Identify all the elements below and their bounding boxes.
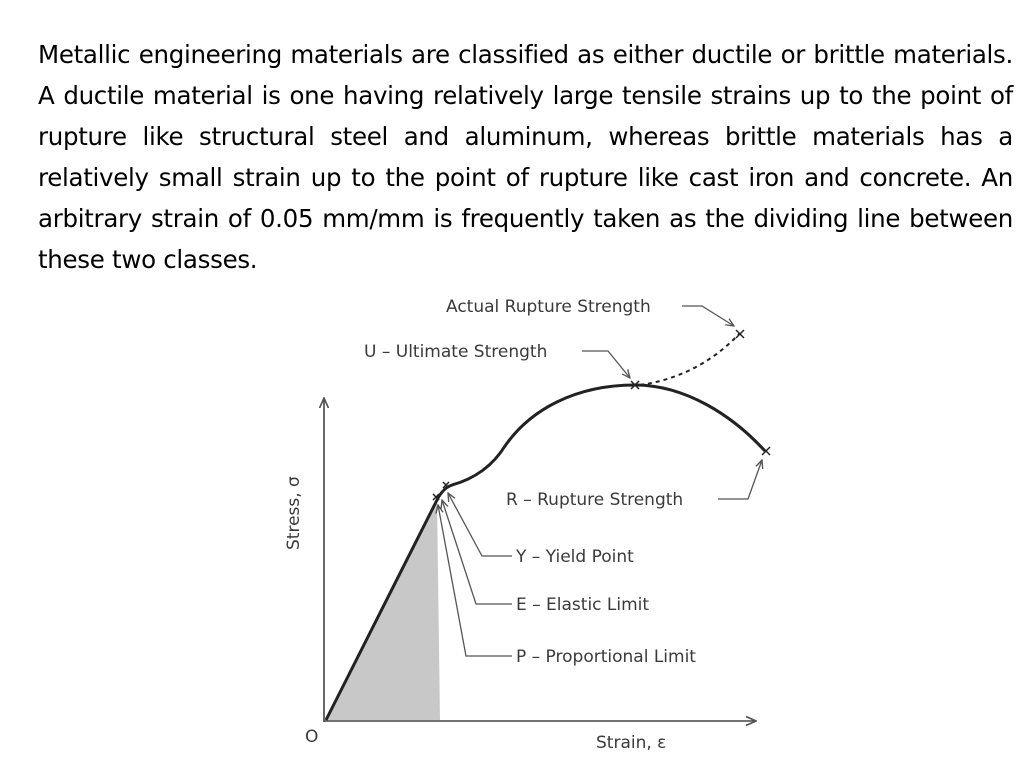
marker-r [761, 446, 771, 456]
intro-paragraph: Metallic engineering materials are class… [38, 40, 1013, 274]
point-markers [432, 329, 771, 501]
label-rupture: R – Rupture Strength [506, 490, 683, 510]
actual-rupture-curve [639, 332, 741, 386]
leader-actual-rupture [682, 305, 734, 326]
leader-ultimate [582, 350, 630, 378]
label-yield: Y – Yield Point [515, 547, 634, 567]
marker-u [630, 380, 640, 390]
label-proportional: P – Proportional Limit [516, 647, 696, 667]
stress-strain-curve [324, 383, 767, 721]
y-axis-label: Stress, σ [284, 476, 304, 550]
marker-y [442, 481, 450, 489]
x-axis-label: Strain, ε [596, 733, 666, 753]
origin-label: O [305, 727, 318, 747]
leader-elastic [442, 500, 512, 605]
leader-rupture [718, 460, 762, 500]
leader-proportional [438, 505, 512, 657]
label-elastic: E – Elastic Limit [516, 595, 649, 615]
leader-yield [448, 493, 512, 557]
marker-actual-rupture [735, 329, 745, 339]
label-ultimate: U – Ultimate Strength [364, 342, 547, 362]
marker-e [432, 493, 440, 501]
label-actual-rupture: Actual Rupture Strength [446, 297, 651, 317]
